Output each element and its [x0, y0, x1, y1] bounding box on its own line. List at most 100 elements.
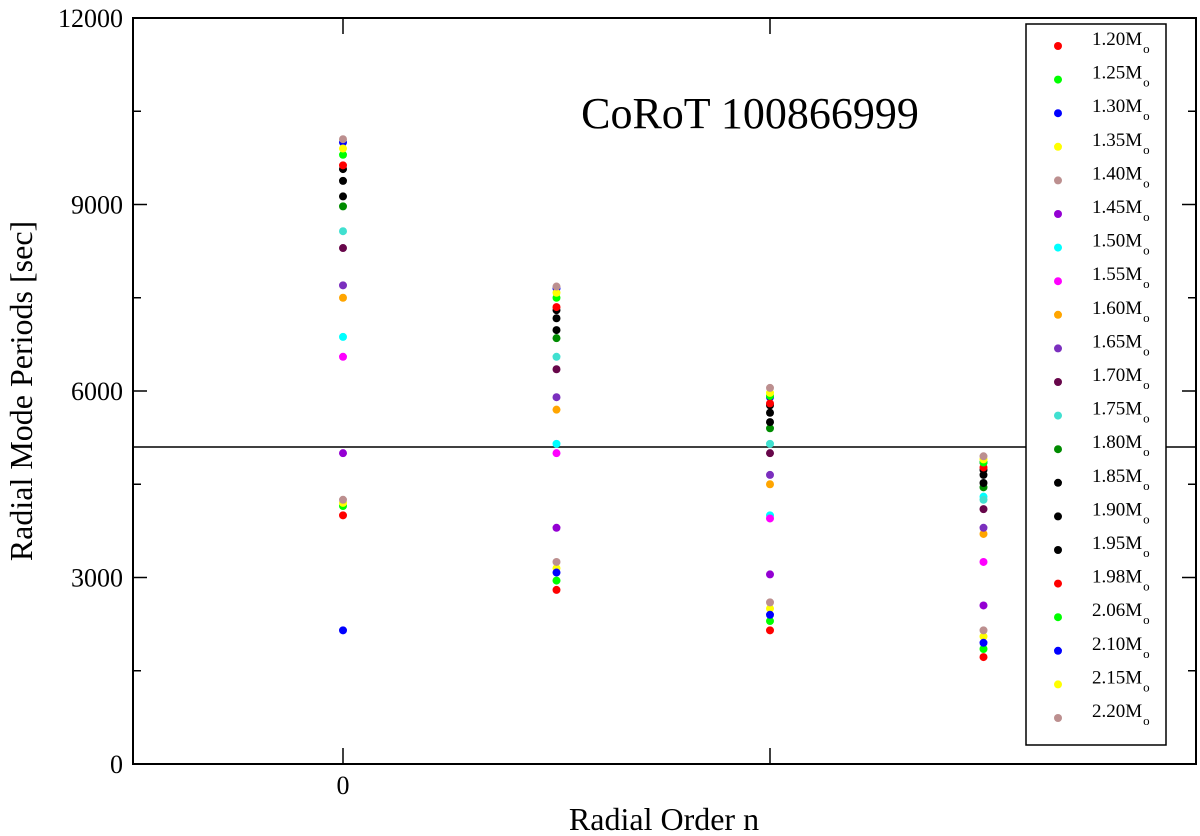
legend-marker [1054, 142, 1062, 151]
legend-subscript: o [1143, 646, 1150, 661]
legend-subscript: o [1143, 444, 1150, 459]
data-point [552, 439, 561, 448]
x-axis-label: Radial Order n [569, 801, 759, 836]
data-point [766, 617, 774, 626]
legend-label: 1.35M [1092, 130, 1142, 151]
legend-subscript: o [1143, 75, 1150, 90]
legend-label: 1.65M [1092, 331, 1142, 352]
data-point [766, 480, 774, 489]
legend-subscript: o [1143, 511, 1150, 526]
legend-label: 1.60M [1092, 298, 1142, 319]
legend-subscript: o [1143, 377, 1150, 392]
data-point [979, 638, 988, 647]
data-point [979, 653, 988, 662]
legend-marker [1054, 109, 1062, 118]
legend-label: 1.90M [1092, 499, 1142, 520]
legend-marker [1054, 378, 1062, 386]
data-point [979, 626, 988, 635]
x-tick-label: 0 [337, 771, 350, 800]
legend-label: 1.98M [1092, 567, 1142, 588]
legend-subscript: o [1143, 209, 1150, 224]
data-point [339, 332, 347, 341]
legend-marker [1054, 75, 1062, 84]
legend-label: 2.15M [1092, 667, 1142, 688]
legend-label: 1.75M [1092, 399, 1142, 420]
legend-label: 1.70M [1092, 365, 1142, 386]
data-points [339, 135, 988, 662]
legend-label: 1.80M [1092, 432, 1142, 453]
legend-label: 1.85M [1092, 466, 1142, 487]
chart-annotation: CoRoT 100866999 [581, 89, 919, 138]
legend-marker [1054, 546, 1062, 554]
data-point [766, 470, 774, 479]
data-point [552, 326, 561, 335]
y-tick-label: 0 [110, 750, 123, 779]
data-point [552, 288, 561, 297]
legend-subscript: o [1143, 276, 1150, 291]
data-point [979, 601, 988, 610]
data-point [979, 523, 988, 532]
data-point [339, 161, 347, 170]
data-point [766, 408, 774, 417]
data-point [979, 495, 988, 504]
legend-label: 2.10M [1092, 634, 1142, 655]
legend-label: 2.06M [1092, 600, 1142, 621]
data-point [339, 449, 347, 458]
data-point [339, 202, 347, 211]
data-point [766, 439, 774, 448]
legend-marker [1054, 42, 1062, 50]
legend-subscript: o [1143, 612, 1150, 627]
y-tick-label: 9000 [71, 191, 123, 220]
data-point [552, 405, 561, 414]
legend-subscript: o [1143, 713, 1150, 728]
legend-label: 1.55M [1092, 264, 1142, 285]
data-point [766, 610, 774, 619]
legend-marker [1054, 176, 1062, 185]
legend-marker [1054, 613, 1062, 622]
legend-label: 1.95M [1092, 533, 1142, 554]
data-point [552, 568, 561, 577]
data-point [339, 626, 347, 635]
legend-subscript: o [1143, 478, 1150, 493]
legend-marker [1054, 646, 1062, 655]
legend-marker [1054, 243, 1062, 252]
legend-marker [1054, 680, 1062, 689]
data-point [552, 449, 561, 458]
data-point [552, 282, 561, 291]
legend-marker [1054, 210, 1062, 218]
legend-label: 1.40M [1092, 163, 1142, 184]
data-point [979, 632, 988, 641]
data-point [979, 452, 988, 461]
data-point [766, 449, 774, 458]
data-point [979, 505, 988, 514]
y-axis-label: Radial Mode Periods [sec] [3, 221, 39, 561]
data-point [339, 227, 347, 236]
legend-subscript: o [1143, 41, 1150, 56]
legend-label: 1.25M [1092, 63, 1142, 84]
legend-subscript: o [1143, 545, 1150, 560]
data-point [339, 281, 347, 290]
data-point [552, 352, 561, 361]
data-point [766, 626, 774, 635]
data-point [339, 192, 347, 201]
data-point [979, 529, 988, 538]
data-point [552, 585, 561, 594]
legend-label: 1.20M [1092, 29, 1142, 50]
legend-marker [1054, 579, 1062, 588]
data-point [979, 557, 988, 566]
legend-label: 1.45M [1092, 197, 1142, 218]
legend-box [1025, 23, 1167, 746]
legend-marker [1054, 277, 1062, 286]
data-point [552, 557, 561, 566]
x-axis-ticks: 0 [337, 18, 771, 800]
legend-label: 1.30M [1092, 96, 1142, 117]
data-point [339, 352, 347, 361]
data-point [979, 644, 988, 653]
data-point [766, 383, 774, 392]
y-tick-label: 3000 [71, 564, 123, 593]
legend-subscript: o [1143, 579, 1150, 594]
data-point [339, 511, 347, 520]
legend-subscript: o [1143, 175, 1150, 190]
data-point [339, 244, 347, 253]
legend-label: 2.20M [1092, 701, 1142, 722]
